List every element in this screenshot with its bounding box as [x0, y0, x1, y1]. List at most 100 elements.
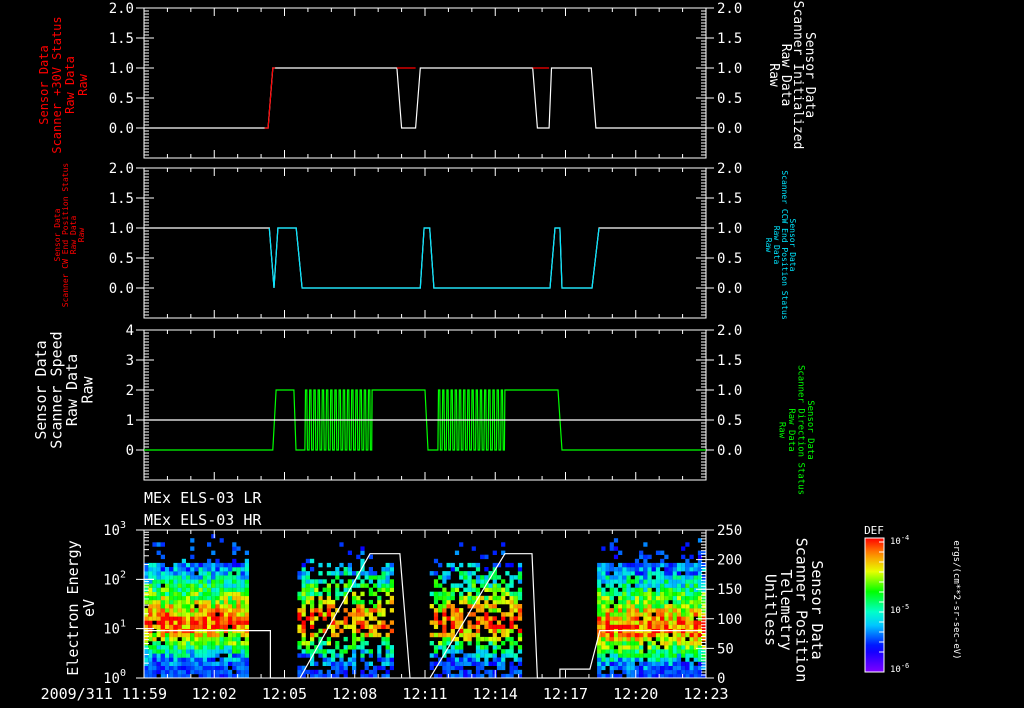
spectrogram-cell	[207, 591, 212, 597]
spectrogram-cell	[244, 591, 249, 597]
spectrogram-cell	[244, 657, 249, 662]
spectrogram-cell	[618, 624, 623, 630]
spectrogram-cell	[215, 665, 220, 671]
spectrogram-cell	[215, 624, 220, 630]
spectrogram-cell	[215, 567, 220, 572]
spectrogram-cell	[215, 604, 220, 609]
spectrogram-cell	[660, 595, 665, 601]
spectrogram-cell	[475, 665, 481, 671]
spectrogram-cell	[368, 653, 373, 658]
spectrogram-cell	[660, 632, 665, 638]
spectrogram-cell	[244, 653, 249, 658]
spectrogram-cell	[360, 657, 365, 662]
spectrogram-cell	[228, 673, 233, 679]
spectrogram-cell	[475, 641, 481, 646]
spectrogram-cell	[664, 661, 669, 667]
spectrogram-cell	[492, 571, 497, 576]
spectrogram-cell	[676, 567, 682, 572]
spectrogram-cell	[223, 669, 228, 675]
spectrogram-cell	[223, 657, 228, 662]
spectrogram-cell	[471, 661, 476, 667]
left-axis-label-line: Raw Data	[63, 354, 81, 426]
spectrogram-cell	[475, 624, 481, 630]
spectrogram-cell	[219, 583, 224, 588]
spectrogram-cell	[702, 587, 707, 593]
spectrogram-cell	[335, 567, 340, 572]
spectrogram-cell	[471, 599, 476, 605]
spectrogram-cell	[244, 604, 249, 609]
spectrogram-cell	[190, 583, 195, 588]
spectrogram-cell	[450, 595, 455, 601]
spectrogram-cell	[668, 653, 673, 658]
spectrogram-cell	[240, 669, 245, 675]
spectrogram-cell	[433, 645, 439, 650]
spectrogram-cell	[207, 579, 212, 584]
spectrogram-cell	[148, 624, 153, 630]
spectrogram-cell	[343, 620, 348, 625]
spectrogram-cell	[144, 624, 149, 630]
spectrogram-cell	[232, 624, 237, 630]
spectrogram-cell	[194, 620, 199, 625]
left-axis-label-line: Raw	[76, 73, 90, 95]
spectrogram-cell	[601, 608, 606, 613]
spectrogram-cell	[173, 624, 178, 630]
spectrogram-cell	[240, 587, 245, 593]
spectrogram-cell	[664, 595, 669, 601]
spectrogram-cell	[181, 591, 186, 597]
spectrogram-cell	[148, 649, 153, 654]
spectrogram-cell	[219, 649, 224, 654]
spectrogram-cell	[467, 620, 472, 625]
spectrogram-cell	[211, 571, 216, 576]
spectrogram-cell	[618, 595, 623, 601]
spectrogram-cell	[442, 649, 447, 654]
spectrogram-cell	[647, 587, 652, 593]
spectrogram-cell	[244, 562, 249, 568]
spectrogram-cell	[488, 616, 493, 621]
spectrogram-cell	[488, 624, 493, 630]
spectrogram-cell	[509, 604, 514, 609]
spectrogram-cell	[240, 595, 245, 601]
spectrogram-cell	[668, 616, 673, 621]
spectrogram-cell	[438, 673, 443, 679]
spectrogram-cell	[513, 604, 518, 609]
spectrogram-cell	[442, 661, 447, 667]
spectrogram-cell	[501, 649, 506, 654]
spectrogram-cell	[609, 641, 614, 646]
spectrogram-cell	[442, 641, 447, 646]
spectrogram-cell	[194, 616, 199, 621]
spectrogram-cell	[202, 562, 207, 568]
spectrogram-cell	[618, 661, 623, 667]
spectrogram-cell	[501, 599, 506, 605]
spectrogram-cell	[240, 632, 245, 638]
spectrogram-cell	[244, 583, 249, 588]
spectrogram-cell	[672, 579, 677, 584]
spectrogram-cell	[450, 628, 455, 634]
spectrogram-cell	[513, 641, 518, 646]
spectrogram-cell	[198, 624, 203, 630]
spectrogram-cell	[488, 620, 493, 625]
spectrogram-cell	[496, 599, 502, 605]
spectrogram-cell	[450, 653, 455, 658]
spectrogram-cell	[492, 653, 497, 658]
spectrogram-cell	[438, 641, 443, 646]
spectrogram-cell	[618, 604, 623, 609]
spectrogram-cell	[364, 571, 369, 576]
spectrogram-cell	[314, 649, 319, 654]
spectrogram-cell	[655, 612, 661, 617]
spectrogram-cell	[169, 599, 174, 605]
spectrogram-cell	[639, 624, 644, 630]
spectrogram-cell	[347, 661, 352, 667]
left-axis-label-line: Raw Data	[69, 216, 78, 255]
spectrogram-cell	[364, 583, 369, 588]
spectrogram-cell	[609, 608, 614, 613]
spectrogram-cell	[668, 636, 673, 642]
spectrogram-cell	[702, 550, 707, 556]
spectrogram-cell	[513, 624, 518, 630]
spectrogram-cell	[613, 616, 619, 621]
spectrogram-cell	[223, 620, 228, 625]
spectrogram-cell	[501, 595, 506, 601]
spectrogram-cell	[331, 653, 336, 658]
spectrogram-cell	[202, 575, 207, 580]
spectrogram-cell	[240, 604, 245, 609]
spectrogram-cell	[144, 620, 149, 625]
